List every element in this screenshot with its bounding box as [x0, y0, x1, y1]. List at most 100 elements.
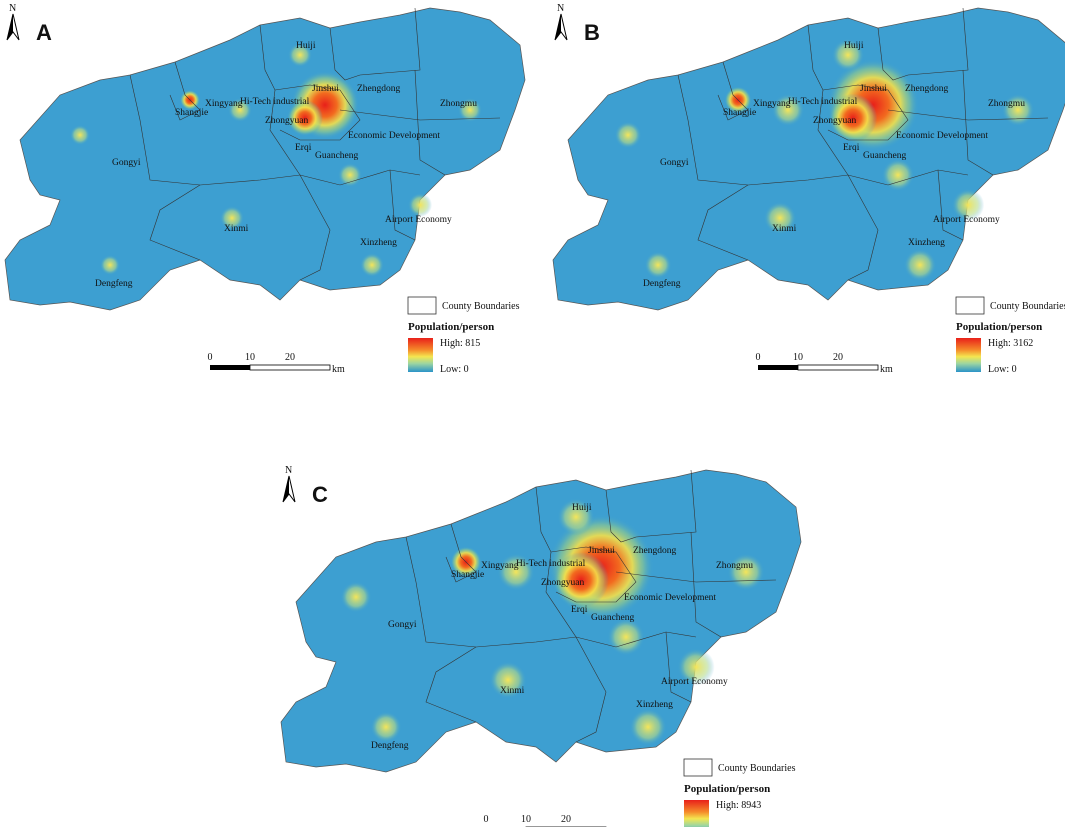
- county-boundary: [274, 84, 361, 141]
- hotspot: [100, 255, 120, 275]
- hotspot: [881, 158, 915, 192]
- county-boundary: [329, 7, 421, 81]
- scale-tick: 0: [756, 352, 761, 363]
- hotspot: [287, 100, 323, 136]
- scale-unit: km: [332, 364, 345, 375]
- north-label: N: [285, 465, 292, 476]
- hotspot: [408, 193, 432, 217]
- hotspot: [553, 552, 609, 608]
- hotspot: [1001, 93, 1035, 127]
- district-label: Shangjie: [175, 108, 208, 118]
- district-label: Xinmi: [500, 686, 525, 696]
- scale-white: [797, 364, 879, 371]
- district-label: Jinshui: [312, 84, 339, 94]
- county-boundary: [149, 184, 201, 261]
- district-label: Hi-Tech industrial: [788, 97, 858, 107]
- north-label: N: [557, 3, 564, 14]
- scale-tick: 10: [521, 814, 531, 825]
- legend-gradient: [956, 338, 981, 372]
- county-boundary: [822, 84, 909, 141]
- district-label: Guancheng: [315, 151, 359, 161]
- district-label: Zhongmu: [440, 99, 477, 109]
- district-label: Huiji: [572, 503, 592, 513]
- county-boundary: [389, 169, 416, 241]
- county-boundary: [575, 636, 607, 743]
- district-label: Guancheng: [863, 151, 907, 161]
- county-boundary: [887, 109, 1049, 121]
- hotspot: [614, 121, 642, 149]
- hotspot: [338, 163, 362, 187]
- district-label: Dengfeng: [95, 278, 133, 289]
- county-boundary: [605, 469, 697, 543]
- district-label: Xinzheng: [908, 238, 945, 248]
- hotspot: [771, 93, 805, 127]
- district-label: Dengfeng: [643, 278, 681, 289]
- district-label: Hi-Tech industrial: [516, 559, 586, 569]
- district-label: Airport Economy: [661, 677, 728, 687]
- district-label: Shangjie: [723, 108, 756, 118]
- district-label: Zhengdong: [357, 84, 401, 94]
- region: [280, 469, 802, 773]
- county-boundary: [169, 61, 201, 121]
- legend-high: High: 8943: [716, 800, 761, 811]
- county-boundary: [697, 184, 749, 261]
- district-label: Shangjie: [451, 570, 484, 580]
- hotspot: [228, 98, 252, 122]
- north-arrow-fill: [555, 14, 561, 40]
- district-label: Zhongmu: [988, 99, 1025, 109]
- district-label: Jinshui: [860, 84, 887, 94]
- district-label: Xinzheng: [360, 238, 397, 248]
- district-label: Airport Economy: [385, 215, 452, 225]
- legend-box: [683, 758, 713, 777]
- hotspot: [497, 553, 535, 591]
- hotspot: [763, 201, 797, 235]
- legend-boundaries: County Boundaries: [718, 763, 796, 774]
- panel-letter: B: [584, 20, 600, 45]
- scale-unit: km: [880, 364, 893, 375]
- scale-tick: 20: [285, 352, 295, 363]
- legend-low: Low: 0: [988, 364, 1017, 375]
- district-label: Xinmi: [772, 224, 797, 234]
- scale-tick: 20: [561, 814, 571, 825]
- district-label: Zhengdong: [633, 546, 677, 556]
- county-boundary: [550, 546, 637, 603]
- scale-black: [210, 365, 250, 370]
- region: [4, 7, 526, 311]
- north-arrow-fill: [7, 14, 13, 40]
- county-boundary: [665, 631, 692, 703]
- hotspot: [489, 661, 527, 699]
- county-boundary: [405, 536, 697, 648]
- hotspot: [903, 248, 937, 282]
- county-boundary: [414, 69, 446, 176]
- district-label: Zhengdong: [905, 84, 949, 94]
- legend-boundaries: County Boundaries: [442, 301, 520, 312]
- county-boundary: [615, 571, 777, 583]
- district-label: Guancheng: [591, 613, 635, 623]
- legend-high: High: 815: [440, 338, 480, 349]
- hotspot: [727, 553, 765, 591]
- hotspot: [644, 251, 672, 279]
- district-label: Erqi: [295, 143, 312, 153]
- district-label: Erqi: [843, 143, 860, 153]
- county-boundary: [847, 174, 879, 281]
- district-label: Dengfeng: [371, 740, 409, 751]
- district-label: Xinmi: [224, 224, 249, 234]
- scale-tick: 10: [793, 352, 803, 363]
- hotspot: [340, 581, 372, 613]
- district-label: Xingyang: [481, 561, 519, 571]
- scale-tick: 10: [245, 352, 255, 363]
- legend-title: Population/person: [956, 321, 1042, 333]
- district-label: Zhongmu: [716, 561, 753, 571]
- legend-high: High: 3162: [988, 338, 1033, 349]
- legend-gradient: [408, 338, 433, 372]
- district-label: Huiji: [296, 41, 316, 51]
- district-label: Economic Development: [624, 593, 716, 603]
- hotspot: [370, 711, 402, 743]
- county-boundary: [962, 69, 994, 176]
- county-boundary: [129, 74, 421, 186]
- panel-letter: A: [36, 20, 52, 45]
- north-label: N: [9, 3, 16, 14]
- county-boundary: [299, 174, 331, 281]
